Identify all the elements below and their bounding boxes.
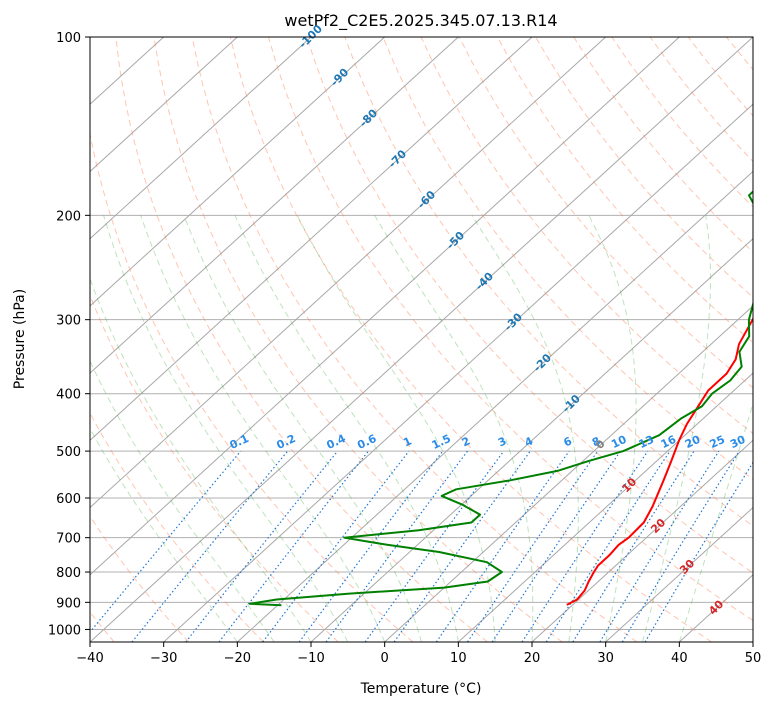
dry-adiabat-line [90, 131, 414, 642]
moist-adiabat-line [234, 215, 459, 642]
moist-adiabat-line [90, 277, 312, 642]
sounding-line [566, 316, 753, 606]
isotherm-line [384, 305, 753, 642]
isotherm-line [310, 237, 753, 642]
mixing-ratio-line [90, 450, 242, 633]
moist-adiabat-line [296, 215, 496, 642]
dry-adiabat-line [382, 37, 753, 481]
y-tick-label: 400 [56, 388, 81, 403]
dry-adiabat-line [344, 37, 753, 527]
x-tick-label: 20 [524, 651, 541, 666]
x-tick-label: −30 [150, 651, 177, 666]
moist-adiabat-line [642, 215, 711, 642]
mixing-ratio-line [131, 450, 289, 642]
x-tick-label: 0 [381, 651, 389, 666]
moist-adiabat-line [471, 215, 579, 642]
dry-adiabat-line [496, 37, 753, 344]
x-tick-label: 10 [450, 651, 467, 666]
plot-frame [89, 36, 754, 643]
mixing-ratio-label: 25 [708, 433, 727, 451]
mixing-ratio-line [521, 450, 649, 642]
y-axis-label: Pressure (hPa) [12, 289, 28, 389]
dry-adiabat-line [191, 37, 638, 642]
mixing-ratio-line [621, 450, 740, 642]
moist-adiabat-line [103, 215, 349, 642]
mixing-ratio-label: 20 [683, 433, 703, 451]
mixing-ratio-line [262, 450, 410, 642]
sounding-series [248, 190, 753, 607]
dry-adiabat-line [153, 37, 563, 642]
mixing-ratio-label: 30 [728, 433, 748, 451]
isotherm-line [90, 37, 312, 240]
moist-adiabat-line [588, 215, 637, 642]
chart-title: wetPf2_C2E5.2025.345.07.13.R14 [284, 11, 557, 31]
x-tick-label: 40 [671, 651, 688, 666]
mixing-ratio-line [185, 450, 339, 642]
dry-adiabat-line [90, 515, 190, 642]
dry-adiabat-line [306, 37, 753, 574]
isotherm-line [90, 37, 753, 642]
moist-adiabat-line [90, 427, 238, 642]
isotherm-line [605, 506, 753, 642]
x-tick-label: 30 [597, 651, 614, 666]
dry-adiabat-line [535, 37, 753, 298]
sounding-line [248, 190, 753, 607]
y-tick-label: 500 [56, 445, 81, 460]
isotherms [90, 37, 753, 642]
x-axis-ticks: −40 −30 −20 −10 0 10 20 30 40 50 [76, 642, 761, 666]
isotherm-line [90, 37, 533, 442]
dry-adiabat-line [90, 412, 264, 642]
mixing-ratio-line [298, 450, 444, 642]
mixing-ratio-line [466, 450, 599, 642]
plot-area [90, 37, 753, 642]
dry-adiabat-line [268, 37, 753, 622]
mixing-ratio-line [545, 450, 671, 642]
mixing-ratio-line [491, 450, 621, 642]
mixing-ratio-line [435, 450, 570, 642]
moist-adiabat-line [140, 215, 386, 642]
isotherm-line [90, 37, 459, 374]
isotherm-line [90, 37, 680, 576]
mixing-ratio-lines [90, 450, 753, 642]
mixing-ratio-line [572, 450, 695, 642]
dry-adiabat-line [229, 37, 712, 642]
x-tick-label: −20 [224, 651, 251, 666]
y-axis-ticks: 1000 900 800 700 600 500 400 300 200 100 [48, 31, 90, 638]
x-tick-label: −40 [76, 651, 103, 666]
y-tick-label: 900 [56, 596, 81, 611]
isotherm-line [457, 372, 753, 642]
y-tick-label: 100 [56, 31, 81, 46]
mixing-ratio-line [393, 450, 531, 642]
isotherm-line [90, 37, 238, 173]
y-tick-label: 200 [56, 209, 81, 224]
moist-adiabat-line [90, 359, 275, 642]
dry-adiabat-line [115, 37, 488, 642]
moist-adiabat-line [374, 215, 534, 642]
y-tick-label: 600 [56, 492, 81, 507]
isotherm-line [90, 37, 386, 307]
y-tick-label: 700 [56, 532, 81, 547]
mixing-ratio-label: 10 [609, 433, 629, 451]
isotherm-line [163, 103, 753, 642]
y-tick-label: 1000 [48, 623, 81, 638]
mixing-ratio-label: 16 [659, 433, 679, 451]
mixing-ratio-line [364, 450, 505, 642]
x-tick-label: 50 [745, 651, 762, 666]
x-tick-label: −10 [297, 651, 324, 666]
isotherm-line [90, 37, 607, 509]
moist-adiabats [90, 215, 753, 642]
isotherm-line [236, 170, 753, 642]
y-tick-label: 800 [56, 566, 81, 581]
isotherm-line [531, 439, 753, 642]
mixing-ratio-label: 13 [637, 433, 656, 451]
y-tick-label: 300 [56, 314, 81, 329]
mixing-ratio-line [325, 450, 468, 642]
x-axis-label: Temperature (°C) [360, 681, 482, 697]
